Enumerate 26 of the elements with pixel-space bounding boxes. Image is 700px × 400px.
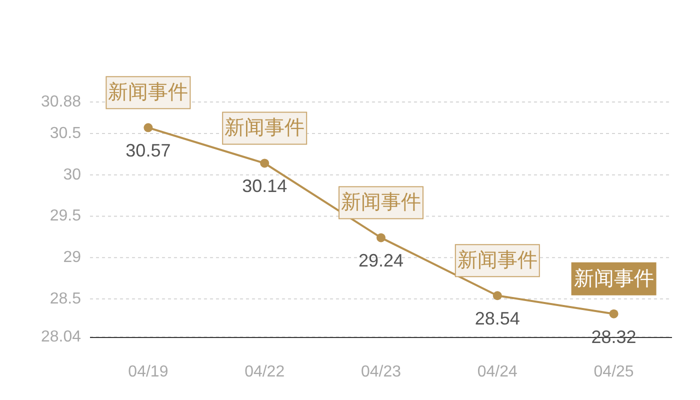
point xyxy=(376,233,386,242)
annotation: 新闻事件 xyxy=(108,82,188,104)
data-label: 28.54 xyxy=(474,308,520,329)
y-tick-label: 28.5 xyxy=(50,290,82,308)
y-tick-label: 30.88 xyxy=(40,94,82,110)
y-tick-label: 30 xyxy=(63,166,82,184)
data-label: 30.57 xyxy=(126,140,171,161)
y-tick-label: 30.5 xyxy=(50,124,82,142)
x-tick-label: 04/25 xyxy=(594,364,634,380)
y-tick-label: 29.5 xyxy=(50,208,82,225)
x-tick-label: 04/23 xyxy=(360,364,402,380)
annotation: 新闻事件 xyxy=(574,268,654,290)
data-label: 29.24 xyxy=(358,250,404,271)
x-tick-label: 04/19 xyxy=(128,364,168,380)
x-tick-label: 04/24 xyxy=(477,364,518,380)
point xyxy=(260,158,270,168)
annotation: 新闻事件 xyxy=(341,192,421,214)
y-tick-label: 29 xyxy=(63,249,82,266)
y-tick-label: 28.04 xyxy=(40,328,82,346)
annotation: 新闻事件 xyxy=(457,250,538,272)
data-label: 30.14 xyxy=(242,176,288,196)
x-tick-label: 04/22 xyxy=(244,364,285,380)
annotation: 新闻事件 xyxy=(224,117,305,140)
point xyxy=(609,309,618,318)
point xyxy=(144,123,153,132)
point xyxy=(492,291,502,300)
